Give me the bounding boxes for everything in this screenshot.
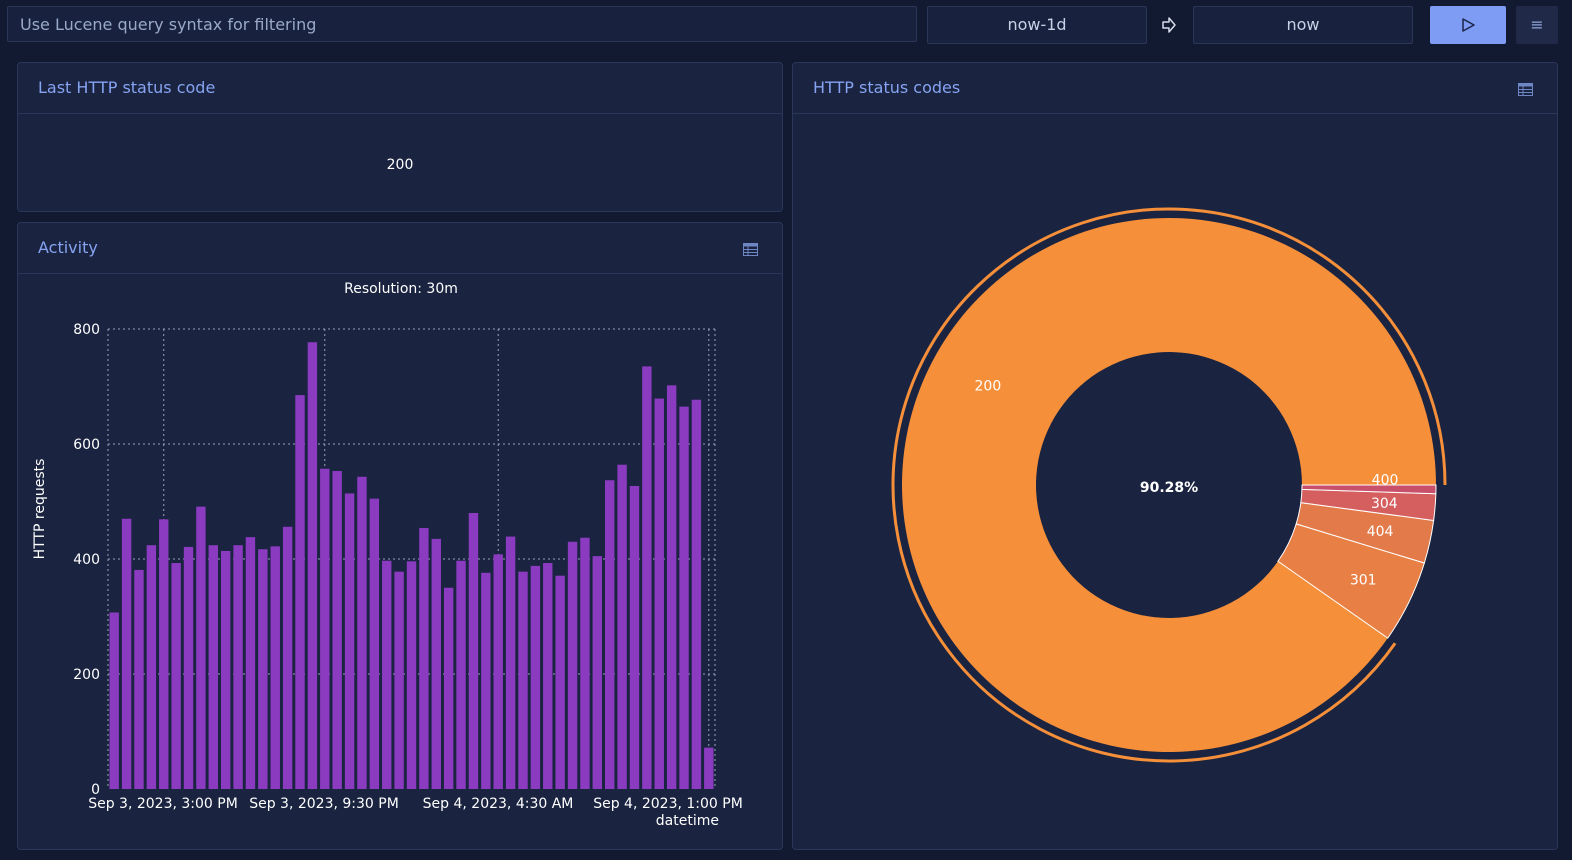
time-to-input[interactable]: now <box>1193 6 1413 44</box>
bar[interactable] <box>654 398 664 789</box>
bar[interactable] <box>419 527 429 789</box>
panel-title: HTTP status codes <box>813 78 961 97</box>
bar[interactable] <box>704 747 714 789</box>
bar[interactable] <box>406 561 417 789</box>
bar[interactable] <box>171 563 181 789</box>
bar[interactable] <box>505 536 516 789</box>
bar[interactable] <box>146 545 157 789</box>
bar[interactable] <box>555 575 565 789</box>
donut-slice-label: 404 <box>1367 524 1394 540</box>
bar[interactable] <box>592 556 603 789</box>
run-query-button[interactable] <box>1430 6 1506 44</box>
bar[interactable] <box>344 493 355 789</box>
bar[interactable] <box>518 571 528 789</box>
bar[interactable] <box>196 506 206 789</box>
bar[interactable] <box>679 406 689 789</box>
donut-slice-label: 400 <box>1372 473 1399 489</box>
donut-slice-label: 301 <box>1350 573 1377 589</box>
bar[interactable] <box>357 476 367 789</box>
bar[interactable] <box>443 587 454 789</box>
bar[interactable] <box>530 565 541 789</box>
arrow-right-icon <box>1160 14 1178 36</box>
time-from-input[interactable]: now-1d <box>927 6 1147 44</box>
last-status-panel: Last HTTP status code 200 <box>17 62 783 212</box>
x-tick-label: Sep 4, 2023, 1:00 PM <box>593 796 743 812</box>
bar[interactable] <box>121 518 132 789</box>
hamburger-icon: ≡ <box>1530 15 1544 34</box>
bar[interactable] <box>369 498 380 789</box>
bar[interactable] <box>220 550 231 789</box>
status-codes-panel: HTTP status codes 200 301 404 304 400 90.28% <box>792 62 1558 850</box>
x-tick-label: Sep 3, 2023, 9:30 PM <box>249 796 399 812</box>
donut-slice-label: 200 <box>975 378 1002 394</box>
bar[interactable] <box>332 471 342 789</box>
bar[interactable] <box>320 468 330 789</box>
donut-slice[interactable] <box>902 218 1436 752</box>
bar[interactable] <box>629 485 640 789</box>
donut-center-label: 90.28% <box>1140 480 1198 496</box>
donut-slice[interactable] <box>1300 488 1437 522</box>
play-icon <box>1462 18 1475 32</box>
stat-value: 200 <box>386 157 414 173</box>
bar[interactable] <box>270 546 280 789</box>
bar[interactable] <box>456 560 466 789</box>
status-donut-chart: 200 301 404 304 400 90.28% <box>891 207 1447 763</box>
bar[interactable] <box>159 519 169 789</box>
activity-bar-chart: Resolution: 30m 0 200 400 600 800 Sep 3, 2023… <box>32 281 743 829</box>
panel-header: Activity <box>18 223 782 274</box>
y-tick-label: 600 <box>73 437 100 453</box>
bar[interactable] <box>258 549 268 789</box>
bar[interactable] <box>567 541 578 789</box>
bar[interactable] <box>394 571 404 789</box>
bar[interactable] <box>691 399 702 789</box>
top-toolbar: Use Lucene query syntax for filtering no… <box>0 0 1572 52</box>
donut-highlight-ring <box>891 207 1447 763</box>
y-tick-label: 400 <box>73 552 100 568</box>
table-icon[interactable] <box>743 241 758 256</box>
bar[interactable] <box>431 538 441 789</box>
panel-title: Activity <box>38 238 98 257</box>
menu-button[interactable]: ≡ <box>1516 6 1558 44</box>
bar[interactable] <box>233 545 243 789</box>
bar[interactable] <box>134 569 144 789</box>
y-tick-label: 800 <box>73 322 100 338</box>
y-tick-label: 200 <box>73 667 100 683</box>
bar[interactable] <box>642 366 652 789</box>
bar[interactable] <box>481 572 491 789</box>
bar[interactable] <box>666 385 677 789</box>
y-axis-title: HTTP requests <box>32 459 48 560</box>
panel-title: Last HTTP status code <box>38 78 216 97</box>
bar[interactable] <box>245 537 256 789</box>
bar[interactable] <box>382 560 392 789</box>
bar[interactable] <box>307 342 318 789</box>
bar[interactable] <box>604 480 615 789</box>
bar[interactable] <box>183 546 194 789</box>
bar[interactable] <box>109 612 119 789</box>
donut-slice[interactable] <box>1295 502 1435 564</box>
donut-slice-label: 304 <box>1371 496 1398 512</box>
chart-resolution: Resolution: 30m <box>344 281 458 297</box>
x-tick-label: Sep 4, 2023, 4:30 AM <box>423 796 574 812</box>
bar[interactable] <box>295 395 305 789</box>
table-icon[interactable] <box>1518 81 1533 96</box>
bar[interactable] <box>282 526 293 789</box>
bar[interactable] <box>543 563 553 789</box>
donut-slice[interactable] <box>1301 484 1437 495</box>
panel-header: Last HTTP status code <box>18 63 782 114</box>
bar[interactable] <box>468 513 479 789</box>
bar[interactable] <box>617 464 627 789</box>
panel-header: HTTP status codes <box>793 63 1557 114</box>
x-axis-title: datetime <box>656 813 719 829</box>
query-input[interactable]: Use Lucene query syntax for filtering <box>7 6 917 42</box>
bar[interactable] <box>208 545 219 789</box>
x-tick-label: Sep 3, 2023, 3:00 PM <box>88 796 238 812</box>
bar[interactable] <box>580 537 590 789</box>
bar[interactable] <box>493 554 503 789</box>
y-tick-label: 0 <box>91 782 100 798</box>
donut-slice[interactable] <box>1277 523 1425 639</box>
activity-panel: Activity Resolution: 30m 0 200 400 600 800 Se… <box>17 222 783 850</box>
